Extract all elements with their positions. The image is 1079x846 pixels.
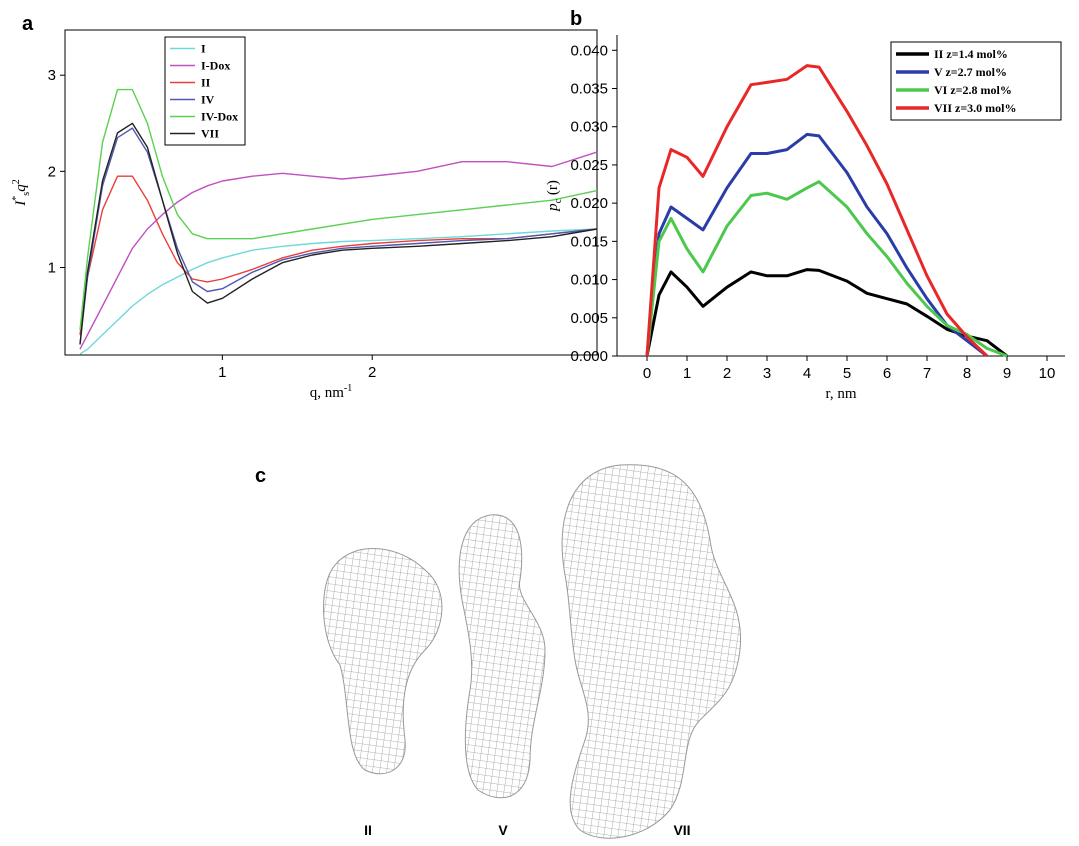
x-tick-label: 1 (218, 364, 226, 381)
legend-label: I-Dox (201, 59, 230, 73)
legend-label: II z=1.4 mol% (934, 47, 1008, 61)
y-tick-label: 0.030 (570, 119, 608, 136)
legend-label: V z=2.7 mol% (934, 65, 1007, 79)
model-label: II (364, 822, 372, 838)
y-tick-label: 3 (48, 67, 56, 84)
x-tick-label: 5 (843, 365, 851, 382)
mesh-model (324, 549, 442, 774)
x-tick-label: 9 (1003, 365, 1011, 382)
legend-label: VII z=3.0 mol% (934, 101, 1017, 115)
legend-label: IV (201, 93, 215, 107)
x-tick-label: 6 (883, 365, 891, 382)
panel-label: b (570, 8, 582, 30)
x-tick-label: 7 (923, 365, 931, 382)
y-tick-label: 2 (48, 163, 56, 180)
legend-label: IV-Dox (201, 110, 238, 124)
x-tick-label: 8 (963, 365, 971, 382)
y-tick-label: 0.035 (570, 81, 608, 98)
x-axis-label-part: q, nm (310, 385, 345, 401)
model-label: VII (673, 822, 690, 838)
x-tick-label: 4 (803, 365, 811, 382)
y-tick-label: 1 (48, 260, 56, 277)
y-tick-label: 0.010 (570, 272, 608, 289)
legend-label: VII (201, 127, 219, 141)
y-tick-label: 0.015 (570, 233, 608, 250)
series-line (80, 90, 597, 330)
y-tick-label: 0.020 (570, 195, 608, 212)
plot-frame (65, 30, 597, 355)
x-axis-label: q, nm-1 (310, 383, 353, 401)
y-axis-label-part: 2 (11, 179, 22, 184)
model-label: V (498, 822, 508, 838)
panel-label: a (22, 13, 34, 35)
series-line (80, 176, 597, 335)
legend-label: I (201, 42, 206, 56)
x-tick-label: 3 (763, 365, 771, 382)
y-tick-label: 0.025 (570, 157, 608, 174)
series-line (80, 229, 597, 354)
mesh-model (459, 515, 545, 798)
y-axis-label-part: (r) (545, 180, 561, 199)
mesh-model (562, 465, 740, 839)
y-tick-label: 0.040 (570, 42, 608, 59)
x-tick-label: 2 (368, 364, 376, 381)
x-tick-label: 2 (723, 365, 731, 382)
figure: c II V VII a 1 2 1 2 3 q, nm-1 I*sq2 I I-Dox II IV I… (0, 0, 1079, 846)
x-axis-label-part: r, nm (825, 386, 856, 402)
panel-label: c (255, 465, 266, 487)
y-tick-label: 0.000 (570, 348, 608, 365)
x-tick-label: 0 (643, 365, 651, 382)
x-axis-label: r, nm (825, 386, 856, 402)
series-line (647, 270, 1007, 356)
y-tick-label: 0.005 (570, 310, 608, 327)
x-axis-label-part: -1 (344, 383, 352, 394)
legend-label: VI z=2.8 mol% (934, 83, 1012, 97)
x-tick-label: 10 (1039, 365, 1056, 382)
y-axis-label: pc (r) (545, 180, 564, 212)
legend-label: II (201, 76, 211, 90)
y-axis-label: I*sq2 (11, 179, 32, 206)
x-tick-label: 1 (683, 365, 691, 382)
series-line (80, 123, 597, 344)
